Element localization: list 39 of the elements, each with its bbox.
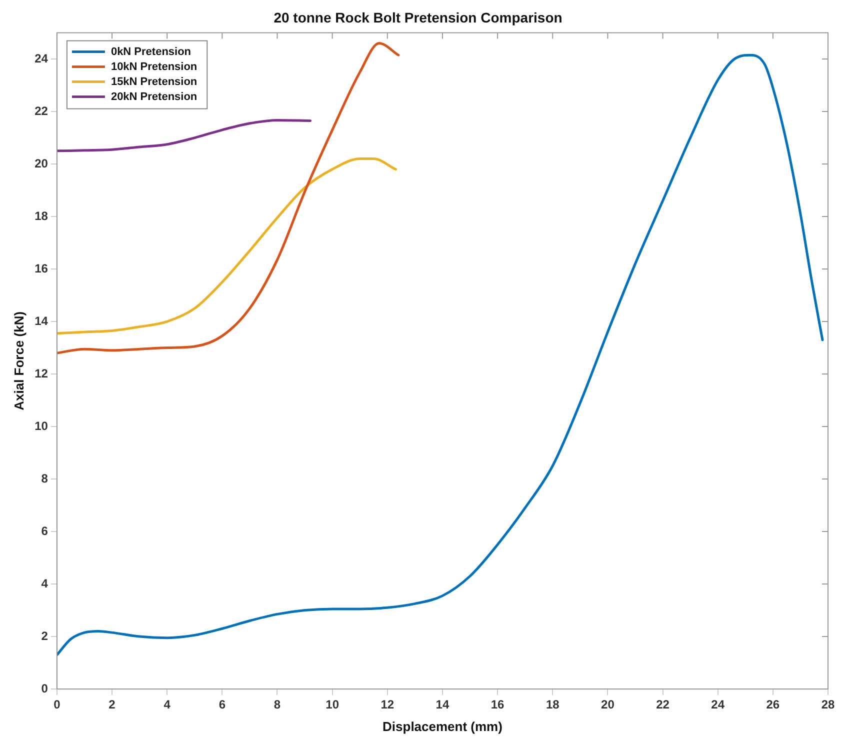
line-series xyxy=(56,42,400,354)
chart-title: 20 tonne Rock Bolt Pretension Comparison xyxy=(274,9,562,26)
line-series xyxy=(56,118,312,152)
y-tick-label: 2 xyxy=(41,628,48,643)
legend-label: 10kN Pretension xyxy=(110,60,198,73)
legend-label: 20kN Pretension xyxy=(110,90,198,103)
y-tick-label: 20 xyxy=(34,156,48,170)
legend-label: 15kN Pretension xyxy=(110,76,198,88)
x-tick-label: 14 xyxy=(436,698,450,712)
x-axis-title: Displacement (mm) xyxy=(382,718,502,734)
y-tick-label: 8 xyxy=(41,471,48,486)
x-tick-label: 22 xyxy=(656,698,670,712)
x-tick-label: 0 xyxy=(54,698,61,712)
y-tick-label: 10 xyxy=(34,418,48,433)
y-tick-label: 4 xyxy=(41,576,48,590)
y-tick-label: 0 xyxy=(41,681,48,696)
x-tick-label: 26 xyxy=(766,698,780,712)
x-tick-label: 6 xyxy=(218,698,226,712)
line-series xyxy=(56,54,824,656)
y-tick-label: 6 xyxy=(41,524,48,538)
x-tick-label: 12 xyxy=(380,698,394,712)
x-tick-label: 24 xyxy=(711,698,725,712)
y-tick-label: 22 xyxy=(34,104,48,118)
x-tick-label: 28 xyxy=(821,698,835,712)
x-tick-label: 8 xyxy=(274,698,281,712)
x-tick-label: 18 xyxy=(546,698,560,712)
y-axis-title: Axial Force (kN) xyxy=(11,311,26,410)
line-series xyxy=(56,158,397,335)
y-tick-label: 18 xyxy=(34,208,48,223)
x-tick-label: 2 xyxy=(108,698,116,712)
x-tick-label: 16 xyxy=(490,698,505,712)
y-tick-label: 24 xyxy=(34,51,48,66)
x-tick-label: 20 xyxy=(601,698,615,712)
x-tick-label: 4 xyxy=(164,698,171,712)
legend-label: 0kN Pretension xyxy=(110,46,192,58)
y-tick-label: 16 xyxy=(34,261,48,276)
x-tick-label: 10 xyxy=(326,698,340,712)
y-tick-label: 12 xyxy=(34,366,48,380)
y-tick-label: 14 xyxy=(34,314,48,328)
